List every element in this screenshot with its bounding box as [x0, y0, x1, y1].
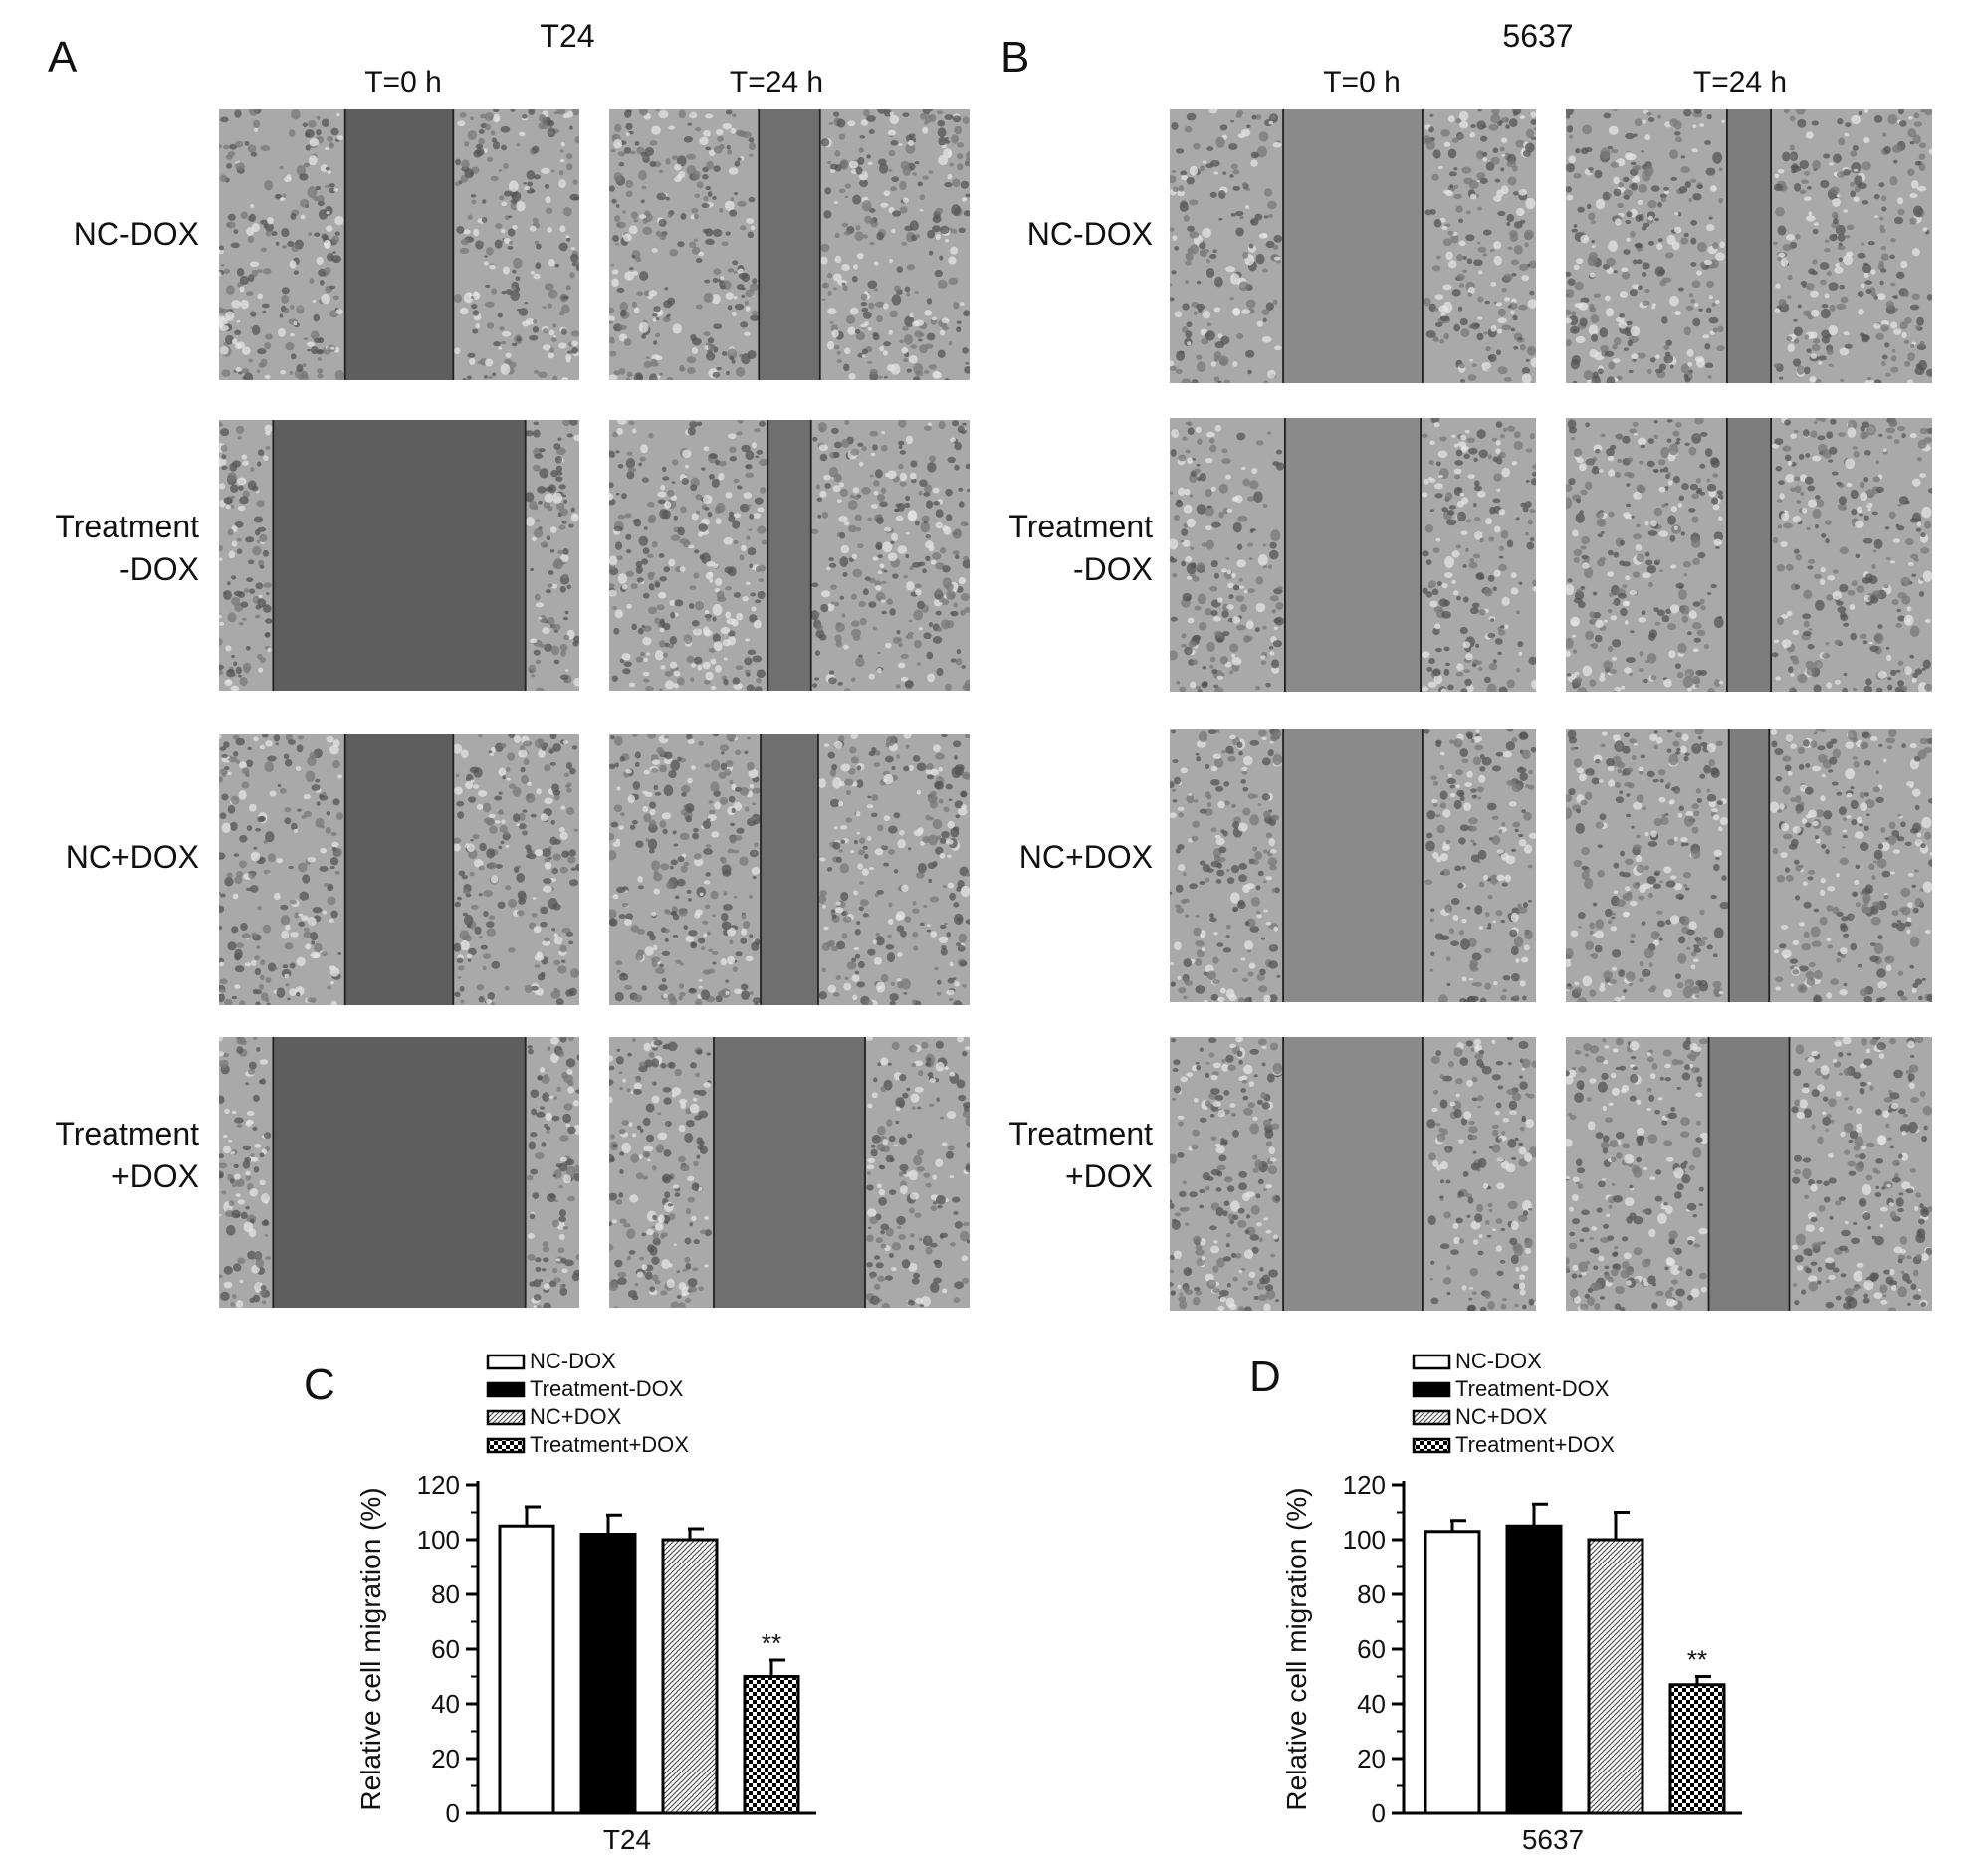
legend-entry: NC-DOX — [530, 1349, 616, 1373]
panel-letter-b: B — [1000, 33, 1030, 82]
row-label-a-nc-plus-dox: NC+DOX — [65, 839, 199, 875]
micrograph-t24-treatment-plus-dox-0h — [219, 1037, 579, 1308]
legend-swatch — [486, 1437, 526, 1454]
x-axis-label: T24 — [603, 1824, 651, 1851]
y-tick-label: 20 — [1357, 1744, 1386, 1773]
micrograph-t24-treatment-minus-dox-0h — [219, 420, 579, 691]
significance-marker: ** — [762, 1628, 781, 1658]
row-label-b-treatment-plus-dox: Treatment +DOX — [1008, 1116, 1153, 1195]
micrograph-t24-nc-plus-dox-24h — [609, 734, 970, 1005]
micrograph-5637-treatment-minus-dox-0h — [1170, 418, 1536, 692]
micrograph-5637-nc-minus-dox-0h — [1170, 109, 1536, 383]
time-label-a-t24: T=24 h — [729, 66, 824, 99]
y-tick-label: 40 — [431, 1689, 460, 1719]
legend-swatch — [486, 1381, 526, 1398]
legend-entry: NC-DOX — [1455, 1349, 1542, 1373]
y-tick-label: 0 — [446, 1798, 460, 1828]
row-label-b-treatment-minus-dox: Treatment -DOX — [1008, 509, 1153, 588]
legend-swatch — [1412, 1381, 1451, 1398]
micrograph-5637-nc-plus-dox-0h — [1170, 729, 1536, 1002]
y-tick-label: 100 — [417, 1525, 460, 1555]
y-tick-label: 40 — [1357, 1689, 1386, 1719]
y-tick-label: 60 — [1357, 1634, 1386, 1664]
micrograph-5637-treatment-minus-dox-24h — [1566, 418, 1932, 692]
bar-treatment-dox — [743, 1675, 800, 1815]
y-tick-label: 100 — [1343, 1525, 1386, 1555]
legend-swatch — [1412, 1437, 1451, 1454]
row-label-a-treatment-plus-dox: Treatment +DOX — [55, 1116, 199, 1195]
legend-swatch — [1412, 1409, 1451, 1426]
y-tick-label: 60 — [431, 1634, 460, 1664]
y-tick-label: 80 — [431, 1579, 460, 1609]
y-tick-label: 20 — [431, 1744, 460, 1773]
y-axis-label: Relative cell migration (%) — [1281, 1487, 1312, 1810]
y-axis-label: Relative cell migration (%) — [355, 1487, 386, 1810]
bar-nc-dox — [498, 1524, 555, 1815]
legend-entry: Treatment+DOX — [530, 1432, 689, 1457]
bar-treatment-dox — [1668, 1683, 1726, 1815]
time-label-a-t0: T=0 h — [364, 66, 442, 99]
time-label-b-t24: T=24 h — [1692, 66, 1788, 99]
row-label-a-treatment-minus-dox: Treatment -DOX — [55, 509, 199, 588]
bar-nc-dox — [1424, 1530, 1481, 1815]
micrograph-t24-treatment-minus-dox-24h — [609, 420, 970, 691]
micrograph-t24-nc-minus-dox-24h — [609, 109, 970, 380]
micrograph-5637-treatment-plus-dox-24h — [1566, 1037, 1932, 1311]
y-tick-label: 120 — [1343, 1470, 1386, 1500]
bar-treatment-dox — [579, 1533, 637, 1815]
bar-nc-dox — [661, 1538, 719, 1815]
legend-swatch — [486, 1409, 526, 1426]
time-label-b-t0: T=0 h — [1323, 66, 1401, 99]
y-tick-label: 120 — [417, 1470, 460, 1500]
chart-c: NC-DOX Treatment-DOX NC+DOX Treatment+DOX 0 2… — [355, 1349, 816, 1851]
micrograph-t24-nc-plus-dox-0h — [219, 734, 579, 1005]
cell-line-title-5637: 5637 — [1502, 18, 1574, 54]
chart-d: NC-DOX Treatment-DOX NC+DOX Treatment+DOX 0 2… — [1281, 1349, 1742, 1851]
panel-letter-a: A — [48, 33, 78, 82]
legend-entry: NC+DOX — [530, 1404, 622, 1429]
panel-letter-c: C — [304, 1360, 335, 1409]
legend-entry: NC+DOX — [1455, 1404, 1548, 1429]
row-label-b-nc-minus-dox: NC-DOX — [1026, 216, 1153, 252]
micrograph-t24-treatment-plus-dox-24h — [609, 1037, 970, 1308]
y-tick-label: 0 — [1372, 1798, 1386, 1828]
row-label-b-nc-plus-dox: NC+DOX — [1018, 839, 1153, 875]
row-label-a-nc-minus-dox: NC-DOX — [73, 216, 199, 252]
cell-line-title-t24: T24 — [540, 18, 595, 54]
y-tick-label: 80 — [1357, 1579, 1386, 1609]
micrograph-5637-nc-minus-dox-24h — [1566, 109, 1932, 383]
micrograph-5637-treatment-plus-dox-0h — [1170, 1037, 1536, 1311]
bar-treatment-dox — [1505, 1524, 1563, 1815]
bar-nc-dox — [1587, 1538, 1644, 1815]
legend-entry: Treatment+DOX — [1455, 1432, 1615, 1457]
micrograph-t24-nc-minus-dox-0h — [219, 109, 579, 380]
legend-swatch — [1412, 1354, 1451, 1370]
significance-marker: ** — [1687, 1645, 1707, 1675]
legend-entry: Treatment-DOX — [1455, 1376, 1610, 1401]
panel-letter-d: D — [1249, 1353, 1281, 1401]
micrograph-5637-nc-plus-dox-24h — [1566, 729, 1932, 1002]
legend-swatch — [486, 1354, 526, 1370]
legend-entry: Treatment-DOX — [530, 1376, 684, 1401]
x-axis-label: 5637 — [1522, 1824, 1584, 1851]
